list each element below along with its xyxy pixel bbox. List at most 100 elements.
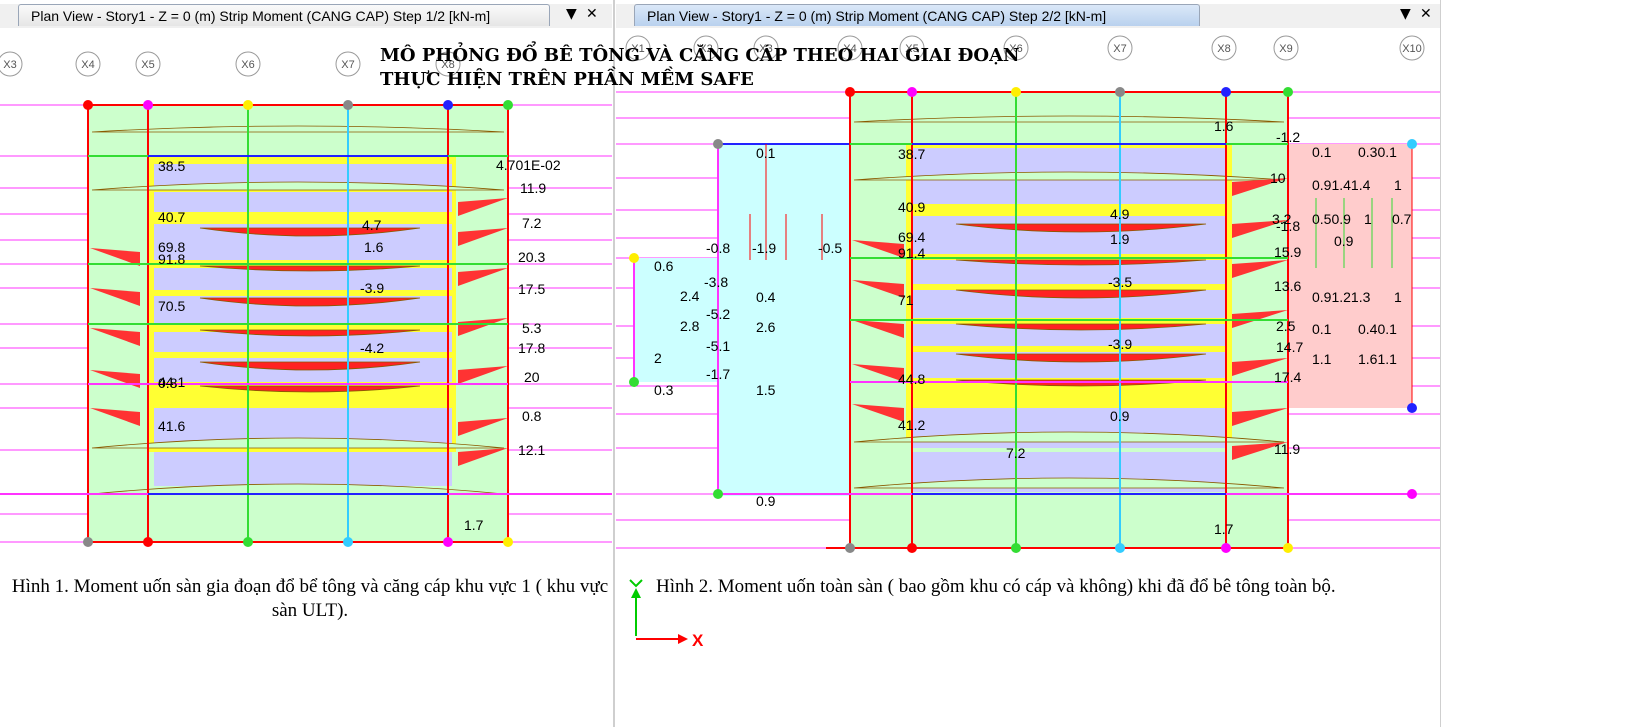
moment-value-label: 0.91.41.4 [1312,177,1371,193]
window-divider[interactable] [613,0,615,727]
moment-value-label: 38.7 [898,146,925,162]
moment-value-label: -1.9 [752,240,776,256]
support-node [713,489,723,499]
dropdown-icon[interactable]: ▼ [1400,6,1411,22]
support-node [1407,403,1417,413]
moment-value-label: 1.7 [1214,521,1234,537]
moment-diagram [853,171,1285,181]
tab-plan-view-step-1[interactable]: Plan View - Story1 - Z = 0 (m) Strip Mom… [18,4,550,26]
moment-diagram [91,483,505,495]
moment-value-label: 0.9 [756,493,776,509]
moment-spike [1232,260,1288,278]
moment-value-label: 17.4 [1274,369,1301,385]
grid-bubble-x4-label: X4 [81,59,94,71]
green-marker-icon [629,579,643,588]
moment-diagram [199,265,421,272]
close-icon[interactable]: ✕ [586,6,598,22]
close-icon[interactable]: ✕ [1420,6,1432,22]
moment-value-label: 20.3 [518,249,545,265]
support-node [1115,543,1125,553]
moment-spike [90,248,140,266]
uncabled-zone [634,258,718,382]
grid-bubble-x7 [1107,35,1133,61]
grid-bubble-x8-label: X8 [1217,43,1230,55]
moment-value-label: 0.8 [522,408,542,424]
grid-bubble-x3 [753,35,779,61]
moment-spike [1232,220,1288,238]
moment-value-label: 12.1 [518,442,545,458]
grid-bubble-x5-label: X5 [905,43,918,55]
uncabled-zone [718,144,850,496]
moment-value-label: 0.7 [1392,211,1412,227]
middle-strip-band [912,216,1226,254]
moment-value-label: 14.7 [1276,339,1303,355]
moment-value-label: -3.5 [1108,274,1132,290]
moment-value-label: 5.3 [522,320,542,336]
moment-value-label: 1.9 [1110,231,1130,247]
moment-value-label: 13.6 [1274,278,1301,294]
moment-value-label: 71 [898,292,914,308]
moment-value-label: 0.4 [756,289,776,305]
support-node [907,87,917,97]
moment-value-label: 11.9 [1274,441,1300,457]
moment-spike [852,320,904,338]
figure-caption-1: Hình 1. Moment uốn sàn gia đoạn đổ bể tô… [11,576,609,621]
dropdown-icon[interactable]: ▼ [566,6,577,22]
support-node [845,543,855,553]
window-border [1440,0,1441,727]
moment-value-label: 17.5 [518,281,545,297]
moment-spike [852,404,904,422]
moment-spike [458,366,508,384]
strip-moment-plot-1[interactable]: X3 X4 X5 X6 X7 X8 38.5 4.701E-02 11.9 40.7 4.7 7.2 6… [0,28,612,558]
moment-value-label: 0.91.21.3 [1312,289,1371,305]
grid-bubble-x3-label: X3 [759,43,772,55]
moment-value-label: 0.50.9 [1312,211,1351,227]
moment-value-label: 0.1 [1312,144,1332,160]
moment-value-label: 2.8 [680,318,700,334]
plan-view-window-2: Plan View - Story1 - Z = 0 (m) Strip Mom… [616,0,1440,727]
moment-value-label: -1.8 [1276,218,1300,234]
overlay-title: MÔ PHỎNG ĐỔ BÊ TÔNG VÀ CĂNG CÁP THEO HAI… [380,44,1020,92]
moment-value-label: 15.9 [1274,244,1301,260]
moment-spike [90,288,140,306]
moment-value-label: 1 [1394,177,1402,193]
tab-bar-2: Plan View - Story1 - Z = 0 (m) Strip Mom… [616,4,1440,28]
middle-strip-band [154,268,452,290]
title-line-1: MÔ PHỎNG ĐỔ BÊ TÔNG VÀ CĂNG CÁP THEO HAI… [380,45,1020,66]
support-node [907,543,917,553]
moment-value-label: 20 [524,369,540,385]
moment-diagram [853,477,1285,489]
grid-bubble-x8-label: X8 [441,59,454,71]
support-node [1283,87,1293,97]
support-node [1221,87,1231,97]
strip-moment-plot-2[interactable]: X1 X2 X3 X4 X5 X6 X7 X8 X9 X10 1.6 -1.2 0.1 38.7 0.1 0.… [616,28,1440,558]
moment-value-label: -0.8 [706,240,730,256]
grid-bubble-x8 [1211,35,1237,61]
x-arrow-head [678,634,688,644]
grid-bubble-x7-label: X7 [341,59,354,71]
grid-bubble-x10-label: X10 [1402,43,1422,55]
support-node [243,537,253,547]
moment-spike [1232,442,1288,460]
moment-diagram [91,181,505,191]
moment-value-label: 1.7 [464,517,484,533]
moment-value-label: 44.1 [158,374,185,390]
middle-strip-band [912,324,1226,346]
moment-value-label: 0.30.1 [1358,144,1397,160]
support-node [343,100,353,110]
tab-plan-view-step-2[interactable]: Plan View - Story1 - Z = 0 (m) Strip Mom… [634,4,1200,26]
moment-value-label: 0.8 [158,375,178,391]
middle-strip-band [154,164,452,186]
support-node [1283,543,1293,553]
grid-bubble-x5-label: X5 [141,59,154,71]
moment-spike [458,198,508,216]
moment-value-label: -4.2 [360,340,384,356]
support-node [629,377,639,387]
moment-value-label: 69.8 [158,239,185,255]
moment-value-label: 0.1 [756,145,776,161]
moment-diagram [91,437,505,449]
grid-bubble-x6-label: X6 [241,59,254,71]
moment-spike [1232,178,1288,196]
axis-indicator: X [629,579,704,646]
moment-value-label: 1.6 [1214,118,1234,134]
